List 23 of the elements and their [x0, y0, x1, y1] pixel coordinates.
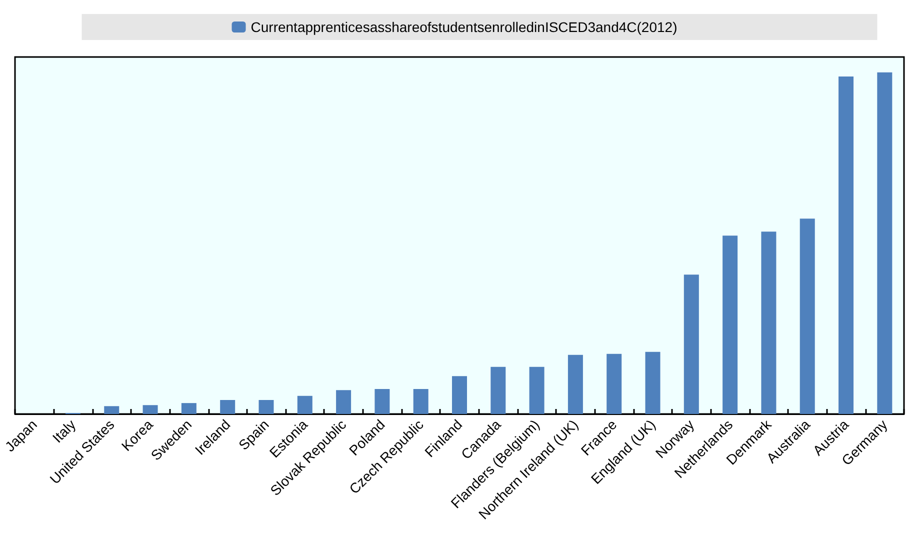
bar — [877, 72, 892, 414]
bar — [568, 354, 583, 414]
legend-label: CurrentapprenticesasshareofstudentsenrolledinISCED3and4C(2012) — [250, 19, 678, 35]
bar — [181, 403, 196, 414]
bar — [297, 396, 312, 414]
x-tick-label: Italy — [49, 416, 79, 446]
bar — [336, 390, 352, 414]
bar — [800, 218, 815, 414]
bar — [645, 352, 660, 414]
bar — [490, 366, 506, 414]
bar — [761, 232, 776, 414]
bar — [142, 405, 158, 414]
bar — [104, 406, 120, 414]
bar — [220, 400, 236, 414]
bar — [684, 274, 699, 414]
bar — [258, 400, 274, 414]
bar — [452, 376, 467, 414]
bar — [606, 354, 622, 414]
bar — [413, 389, 428, 414]
bar — [722, 236, 738, 414]
bar — [374, 389, 390, 414]
bar — [838, 76, 854, 414]
bar — [529, 366, 544, 414]
